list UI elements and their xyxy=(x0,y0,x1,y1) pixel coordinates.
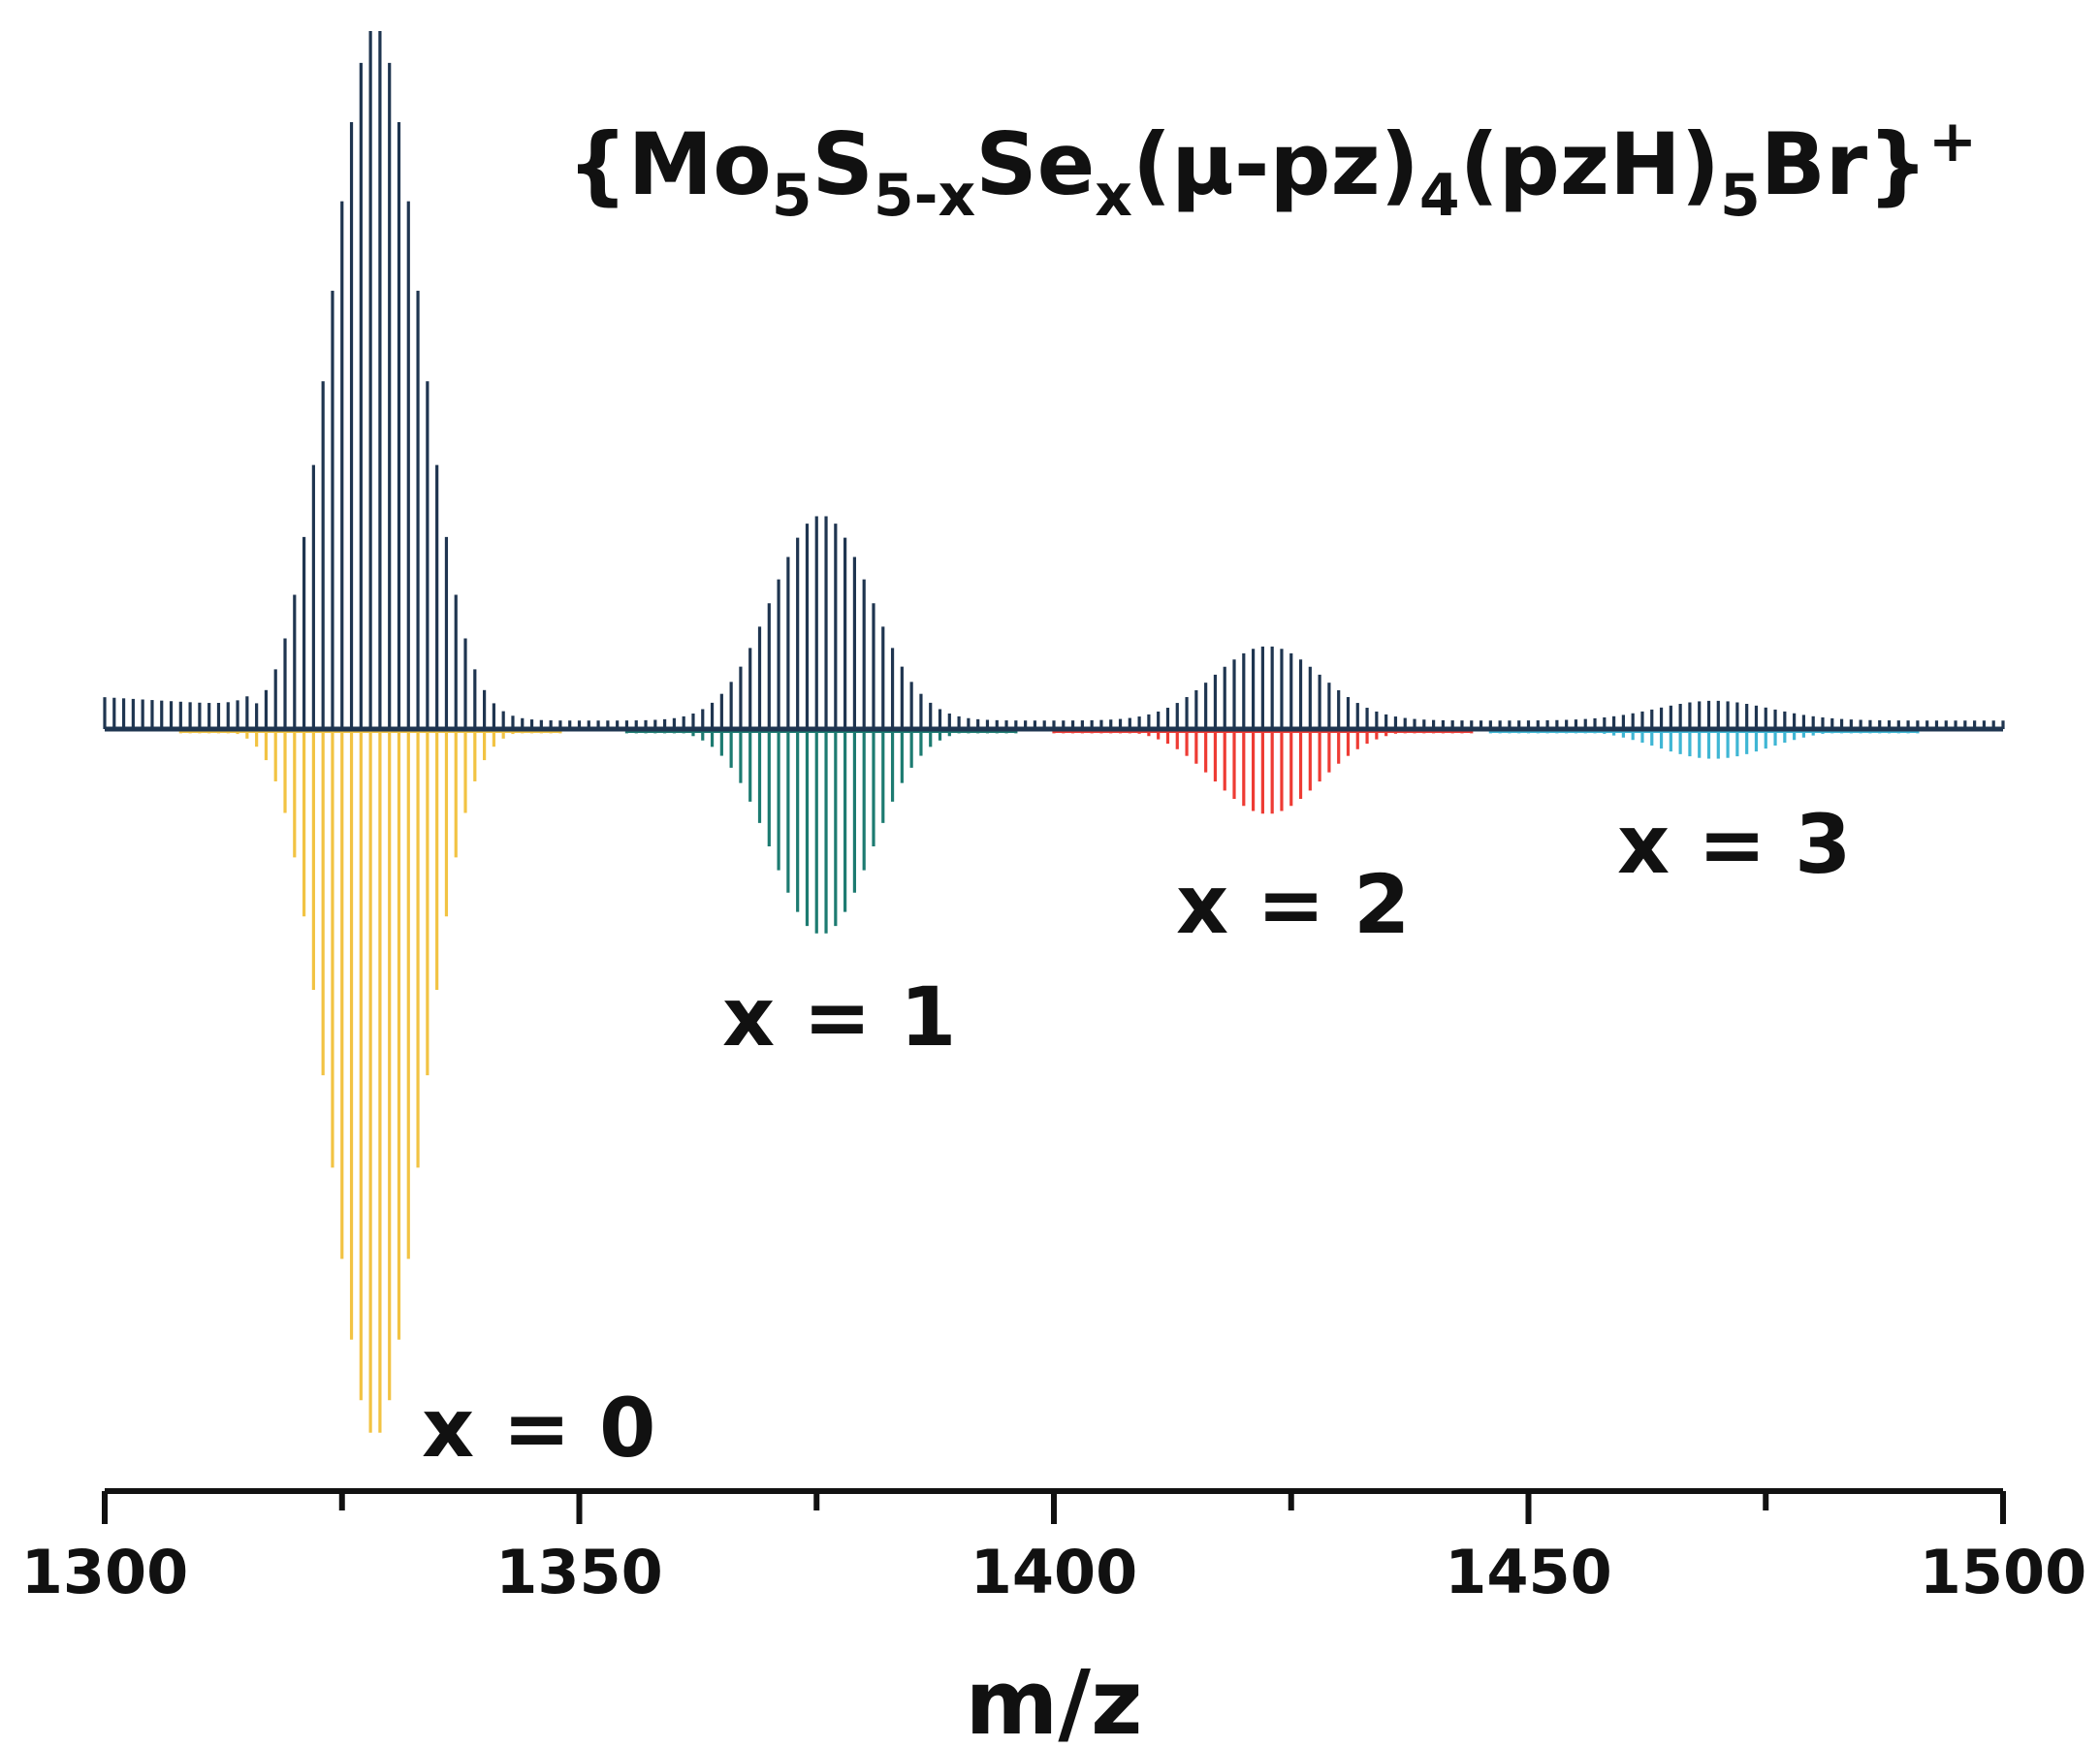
experimental-spectrum xyxy=(103,31,2005,732)
chart-title: {Mo5S5-xSex(μ-pz)4(pzH)5Br}+ xyxy=(567,108,1977,230)
series-label-x3: x = 3 xyxy=(1617,797,1852,892)
simulated-series-x2 xyxy=(1052,729,1474,814)
x-tick-label: 1500 xyxy=(1920,1537,2087,1607)
x-axis: 1300 1350 1400 1450 1500 xyxy=(21,1488,2087,1607)
x-tick-label: 1450 xyxy=(1445,1537,1612,1607)
series-label-x2: x = 2 xyxy=(1176,857,1411,952)
x-tick-label: 1400 xyxy=(970,1537,1138,1607)
series-label-x0: x = 0 xyxy=(422,1381,656,1476)
series-label-x1: x = 1 xyxy=(722,969,957,1065)
simulated-series-x1 xyxy=(624,729,1018,934)
simulated-series-x3 xyxy=(1488,729,1920,759)
simulated-series-x0 xyxy=(178,729,562,1433)
x-axis-label: m/z xyxy=(965,1651,1142,1748)
x-tick-label: 1300 xyxy=(21,1537,189,1607)
x-tick-label: 1350 xyxy=(495,1537,663,1607)
